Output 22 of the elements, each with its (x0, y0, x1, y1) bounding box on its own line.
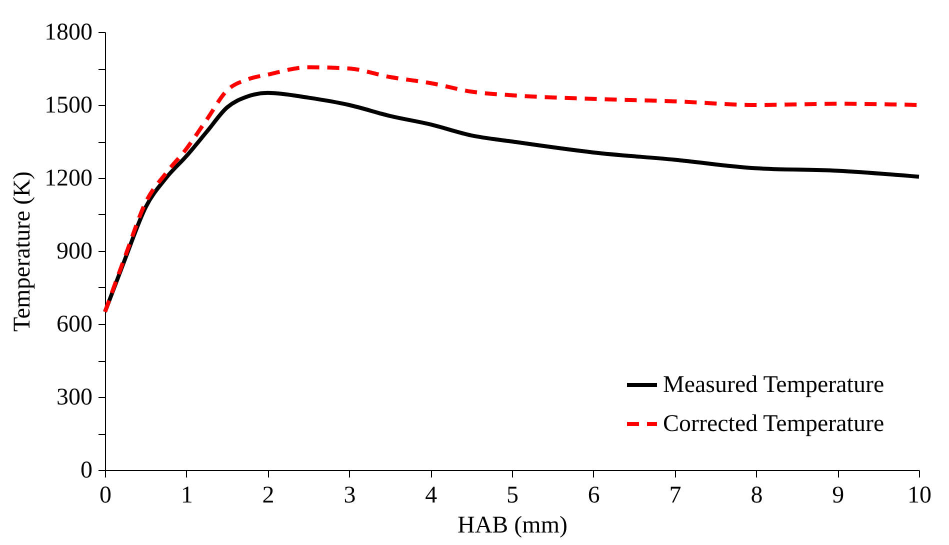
legend-label: Corrected Temperature (663, 411, 884, 437)
x-tick-label: 2 (262, 482, 274, 508)
x-tick-label: 10 (908, 482, 932, 508)
y-tick-label: 300 (56, 384, 92, 410)
y-tick-label: 900 (56, 238, 92, 264)
x-tick-label: 5 (506, 482, 518, 508)
x-tick-label: 6 (588, 482, 600, 508)
x-tick-label: 8 (750, 482, 763, 508)
x-tick-label: 9 (832, 482, 844, 508)
x-tick-label: 7 (669, 482, 682, 508)
x-tick-label: 3 (344, 482, 356, 508)
y-tick-label: 600 (56, 312, 92, 338)
y-tick-label: 1200 (44, 166, 92, 192)
y-tick-label: 1800 (44, 20, 92, 46)
y-axis-title: Temperature (K) (10, 171, 36, 332)
x-tick-label: 4 (425, 482, 438, 508)
legend-label: Measured Temperature (663, 372, 884, 398)
y-tick-label: 0 (80, 458, 92, 484)
x-tick-label: 0 (100, 482, 112, 508)
y-tick-label: 1500 (44, 92, 92, 118)
x-axis-title: HAB (mm) (458, 512, 568, 538)
x-tick-label: 1 (180, 482, 193, 508)
